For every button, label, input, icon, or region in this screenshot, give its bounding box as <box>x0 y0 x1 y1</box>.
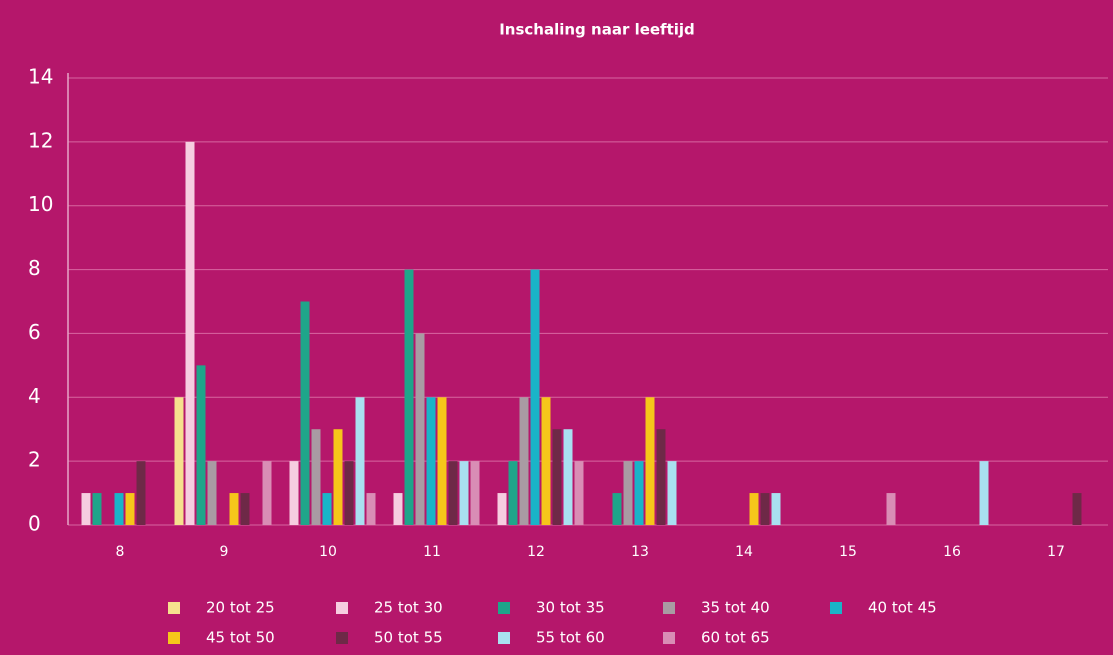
bar <box>667 461 677 525</box>
legend-swatch <box>663 602 675 614</box>
x-tick-label: 9 <box>220 544 229 560</box>
bar <box>459 461 469 525</box>
bar <box>448 461 458 525</box>
bar <box>196 365 206 525</box>
bar <box>552 429 562 525</box>
legend-label: 55 tot 60 <box>536 629 605 647</box>
bar <box>437 397 447 525</box>
legend-swatch <box>168 602 180 614</box>
bar <box>760 493 770 525</box>
legend-label: 30 tot 35 <box>536 599 605 617</box>
legend-label: 45 tot 50 <box>206 629 275 647</box>
bar <box>185 141 195 525</box>
bar <box>541 397 551 525</box>
bar <box>574 461 584 525</box>
bar <box>92 493 102 525</box>
bar <box>497 493 507 525</box>
bar <box>207 461 217 525</box>
bar <box>771 493 781 525</box>
bar <box>979 461 989 525</box>
bar <box>470 461 480 525</box>
bar <box>136 461 146 525</box>
legend-swatch <box>336 632 348 644</box>
bar <box>81 493 91 525</box>
x-tick-label: 16 <box>943 544 961 560</box>
legend-swatch <box>830 602 842 614</box>
bar <box>563 429 573 525</box>
bar <box>333 429 343 525</box>
legend-swatch <box>663 632 675 644</box>
bar <box>114 493 124 525</box>
bar <box>508 461 518 525</box>
bar <box>749 493 759 525</box>
y-tick-label: 8 <box>28 256 41 280</box>
bar <box>229 493 239 525</box>
x-tick-label: 14 <box>735 544 753 560</box>
x-tick-label: 12 <box>527 544 545 560</box>
bar <box>426 397 436 525</box>
bar <box>262 461 272 525</box>
bar <box>645 397 655 525</box>
y-tick-label: 12 <box>28 128 53 152</box>
y-tick-label: 6 <box>28 320 41 344</box>
legend-label: 35 tot 40 <box>701 599 770 617</box>
legend-swatch <box>168 632 180 644</box>
bar <box>415 333 425 525</box>
bar <box>322 493 332 525</box>
legend-swatch <box>498 602 510 614</box>
x-tick-label: 11 <box>423 544 441 560</box>
bar <box>656 429 666 525</box>
bar <box>1072 493 1082 525</box>
chart-title: Inschaling naar leeftijd <box>499 21 695 39</box>
legend-label: 20 tot 25 <box>206 599 275 617</box>
bar <box>530 269 540 525</box>
bar <box>300 301 310 525</box>
x-tick-label: 17 <box>1047 544 1065 560</box>
bar <box>366 493 376 525</box>
bar <box>344 461 354 525</box>
x-tick-label: 10 <box>319 544 337 560</box>
y-tick-label: 0 <box>28 512 41 536</box>
bar <box>125 493 135 525</box>
y-tick-label: 2 <box>28 448 41 472</box>
legend-label: 40 tot 45 <box>868 599 937 617</box>
y-tick-label: 14 <box>28 65 53 89</box>
legend-swatch <box>336 602 348 614</box>
y-tick-label: 4 <box>28 384 41 408</box>
legend-label: 50 tot 55 <box>374 629 443 647</box>
bar <box>393 493 403 525</box>
x-tick-label: 13 <box>631 544 649 560</box>
bar <box>634 461 644 525</box>
legend-swatch <box>498 632 510 644</box>
legend-label: 25 tot 30 <box>374 599 443 617</box>
y-tick-label: 10 <box>28 192 53 216</box>
bar <box>240 493 250 525</box>
bar <box>623 461 633 525</box>
bar <box>612 493 622 525</box>
bar <box>404 269 414 525</box>
legend-label: 60 tot 65 <box>701 629 770 647</box>
x-tick-label: 15 <box>839 544 857 560</box>
bar <box>289 461 299 525</box>
bar <box>174 397 184 525</box>
x-tick-label: 8 <box>116 544 125 560</box>
bar <box>311 429 321 525</box>
bar <box>519 397 529 525</box>
bar <box>355 397 365 525</box>
bar <box>886 493 896 525</box>
